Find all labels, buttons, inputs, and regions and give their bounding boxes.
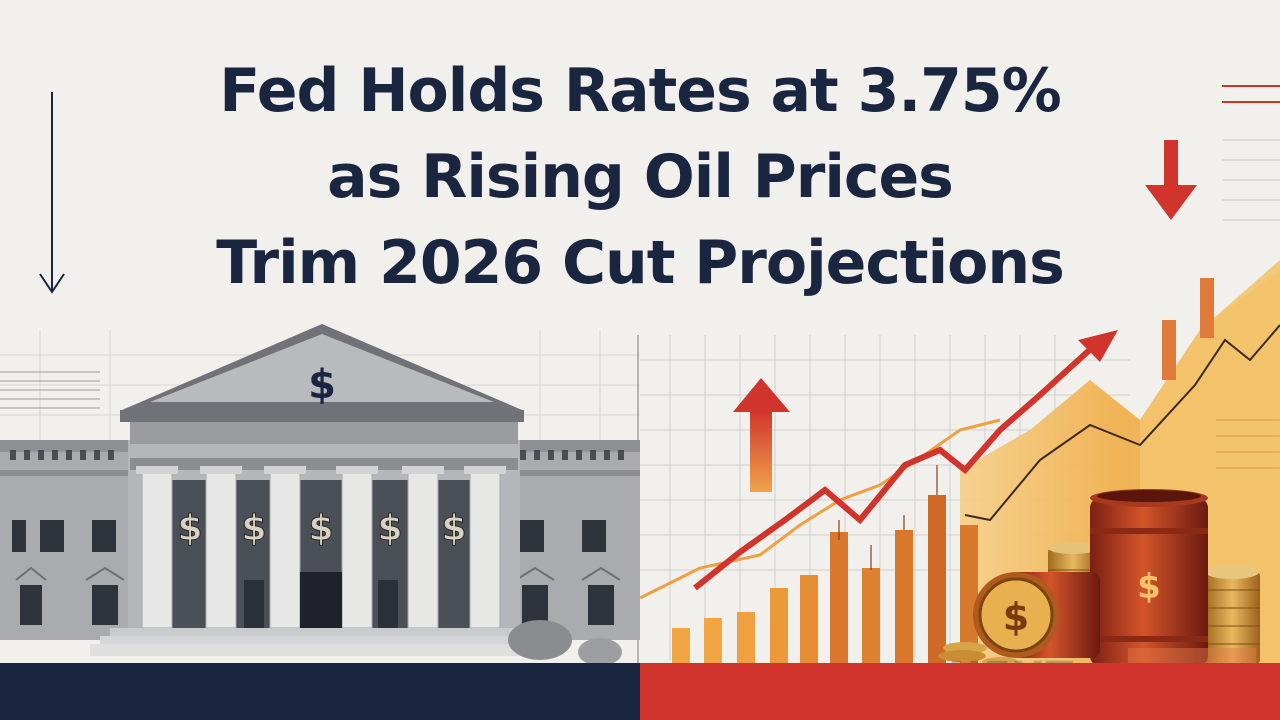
dollar-icon: $ (241, 508, 266, 549)
right-orange-stripes (1216, 419, 1280, 469)
dollar-icon: $ (177, 508, 202, 549)
oil-barrel-icon: $ (1090, 489, 1208, 666)
up-arrow-head-icon (1078, 330, 1118, 362)
dark-trend-line (964, 324, 1280, 522)
orange-accent-bar (1162, 320, 1176, 380)
column-dollar-icons: $ $ $ $ $ (177, 508, 467, 550)
tipped-barrel-icon: $ (973, 572, 1100, 658)
headline: Fed Holds Rates at 3.75% as Rising Oil P… (60, 48, 1220, 306)
chart-bar (800, 575, 818, 665)
dollar-icon: $ (377, 508, 402, 549)
chart-bar (737, 612, 755, 665)
dollar-icon: $ (308, 508, 333, 549)
dollar-icon: $ (308, 362, 336, 408)
left-stripes (0, 371, 100, 409)
navy-band (0, 663, 640, 720)
dollar-icon: $ (1003, 595, 1029, 639)
chart-bar (672, 628, 690, 665)
fed-building (0, 324, 640, 666)
dollar-icon: $ (441, 508, 466, 549)
dollar-icon: $ (1137, 567, 1161, 607)
chart-bar (960, 525, 978, 665)
orange-bars (672, 495, 978, 665)
headline-line-2: as Rising Oil Prices (327, 142, 954, 212)
chart-bar (704, 618, 722, 665)
up-arrow-icon (733, 378, 790, 492)
orange-accent-bar (1200, 278, 1214, 338)
headline-line-1: Fed Holds Rates at 3.75% (219, 56, 1062, 126)
chart-bar (862, 568, 880, 665)
red-trend-line (693, 342, 1098, 591)
headline-line-3: Trim 2026 Cut Projections (216, 228, 1065, 298)
chart-bar (895, 530, 913, 665)
building-windows (12, 520, 614, 625)
chart-bar (928, 495, 946, 665)
down-arrow-icon (39, 92, 65, 294)
building-door (300, 572, 342, 630)
red-band (640, 663, 1280, 720)
red-down-arrow-icon (1145, 140, 1197, 220)
chart-bar (770, 588, 788, 665)
right-stripes (1222, 85, 1280, 221)
stem-lines (838, 465, 938, 570)
chart-bar (830, 532, 848, 665)
